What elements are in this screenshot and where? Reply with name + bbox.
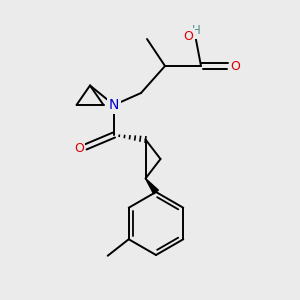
Text: O: O [184, 29, 193, 43]
Text: O: O [231, 59, 240, 73]
Polygon shape [146, 178, 158, 194]
Text: O: O [74, 142, 84, 155]
Text: N: N [109, 98, 119, 112]
Text: H: H [192, 24, 201, 38]
